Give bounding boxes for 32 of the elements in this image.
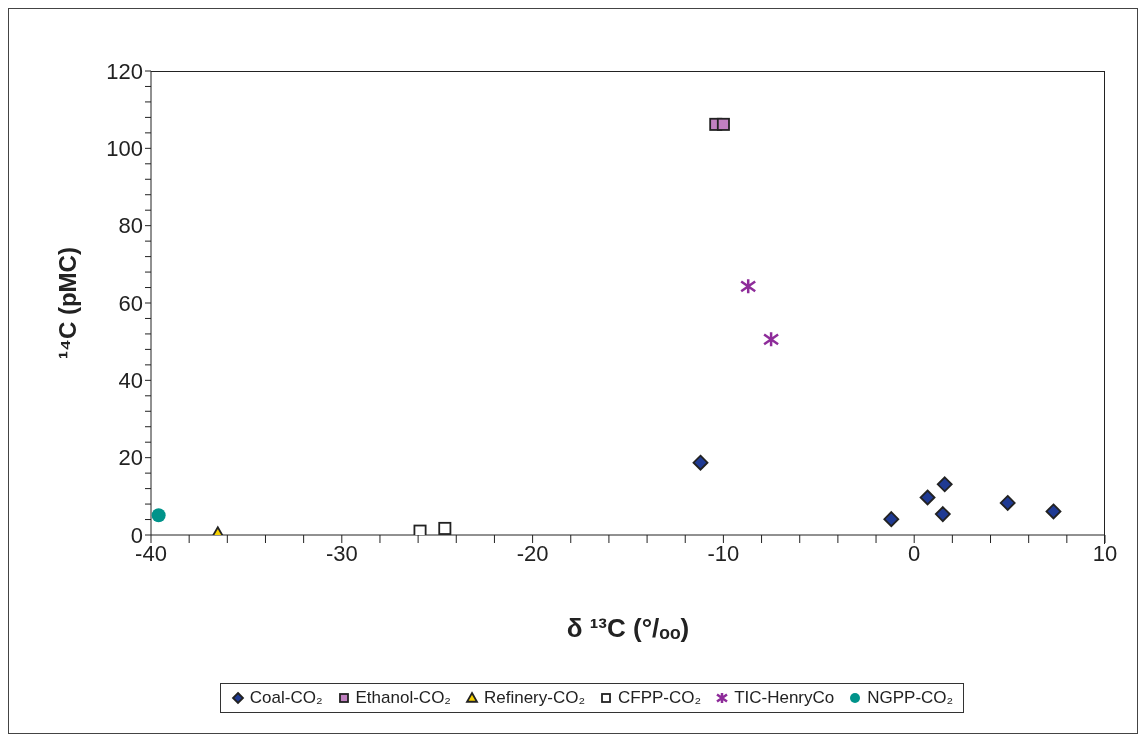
y-tick-label: 120 <box>106 58 143 84</box>
y-axis-title: ¹⁴C (pMC) <box>53 247 81 359</box>
legend-label: CFPP-CO₂ <box>618 688 702 708</box>
legend-label: Ethanol-CO₂ <box>355 688 451 708</box>
x-tick-label: 0 <box>908 540 921 566</box>
point <box>919 489 936 506</box>
point <box>883 511 900 528</box>
point <box>934 506 951 523</box>
legend-label: Refinery-CO₂ <box>483 688 586 708</box>
x-tick-label: -30 <box>325 540 358 566</box>
y-tick-label: 80 <box>118 213 143 239</box>
y-tick-label: 20 <box>118 445 143 471</box>
point <box>936 476 953 493</box>
point <box>438 521 452 535</box>
point <box>762 331 780 348</box>
point <box>413 524 427 535</box>
y-tick-label: 100 <box>106 136 143 162</box>
x-tick-label: -20 <box>516 540 549 566</box>
legend-label: TIC-HenryCo <box>734 688 835 708</box>
legend-label: NGPP-CO₂ <box>867 688 954 708</box>
x-tick-label: -10 <box>707 540 740 566</box>
point <box>739 278 757 295</box>
point <box>716 117 730 131</box>
point <box>692 454 709 471</box>
point <box>1045 503 1062 520</box>
x-tick-label: 10 <box>1092 540 1118 566</box>
y-tick-label: 60 <box>118 290 143 316</box>
y-tick-label: 40 <box>118 368 143 394</box>
point <box>999 495 1016 511</box>
point <box>151 508 166 523</box>
x-axis-title: δ ¹³C (°/ₒₒ) <box>566 613 690 643</box>
legend-label: Coal-CO₂ <box>249 688 323 708</box>
